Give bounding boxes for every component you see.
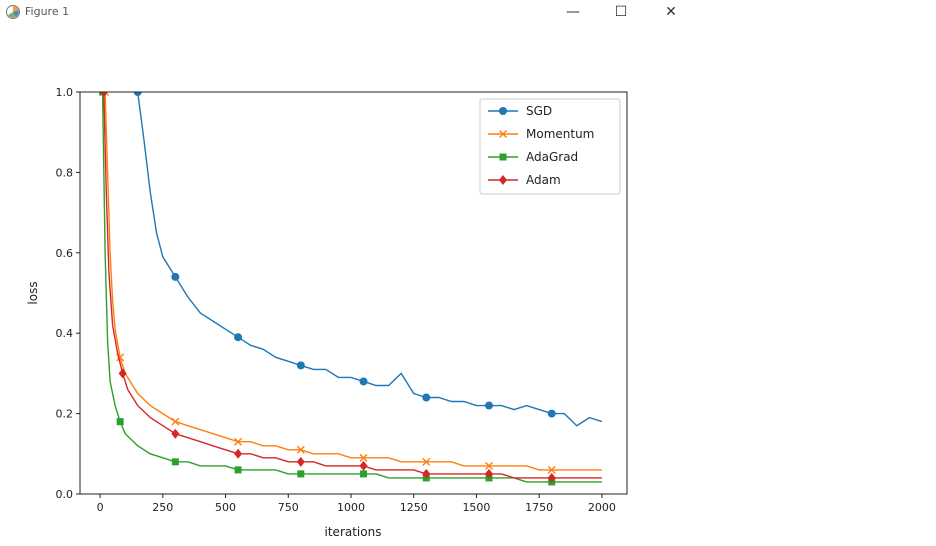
y-tick-label: 0.2 (56, 408, 74, 421)
minimize-button[interactable]: — (550, 0, 596, 24)
data-point-momentum (296, 445, 305, 454)
y-tick-label: 0.6 (56, 247, 74, 260)
close-button[interactable]: ✕ (648, 0, 694, 24)
legend-entry-adam: Adam (488, 173, 561, 187)
x-tick-label: 2000 (588, 501, 616, 514)
data-point-adam (296, 456, 305, 467)
data-point-adagrad (234, 466, 242, 474)
x-tick-label: 500 (215, 501, 236, 514)
plot-frame (79, 91, 628, 495)
series-line-adam (103, 92, 602, 479)
data-point-momentum (485, 461, 493, 470)
x-tick-label: 1750 (525, 501, 553, 514)
data-point-momentum (422, 457, 431, 466)
data-point-adam (171, 428, 180, 439)
legend-marker (499, 175, 507, 185)
data-point-adam (234, 448, 243, 459)
data-point-adam (99, 92, 108, 97)
series-adam (99, 92, 602, 483)
data-point-momentum (234, 437, 243, 446)
data-point-adam (547, 472, 556, 483)
data-point-sgd (359, 377, 368, 386)
x-tick-label: 750 (278, 501, 299, 514)
data-point-adam (484, 468, 493, 479)
data-point-sgd (422, 393, 431, 402)
data-point-adagrad (116, 418, 124, 426)
series-line-adagrad (101, 92, 602, 483)
legend-label: AdaGrad (526, 150, 578, 164)
y-tick-label: 0.4 (56, 327, 74, 340)
data-point-momentum (547, 465, 556, 474)
data-point-adagrad (297, 470, 305, 478)
x-tick-label: 0 (97, 501, 104, 514)
data-point-adam (359, 460, 368, 471)
x-tick-label: 1250 (400, 501, 428, 514)
x-tick-label: 1000 (337, 501, 365, 514)
data-point-sgd (234, 333, 243, 342)
legend-label: Momentum (526, 127, 594, 141)
series-line-momentum (104, 92, 602, 471)
loss-chart: 0 250 500 750 1000 1250 1500 1750 2000 0.0 0.2 0.4… (26, 86, 628, 539)
data-point-adam (422, 468, 431, 479)
data-point-sgd (171, 272, 180, 281)
maximize-button[interactable]: ☐ (598, 0, 644, 24)
x-tick-label: 250 (152, 501, 173, 514)
series-line-sgd (137, 92, 603, 427)
legend-marker (499, 107, 507, 115)
legend-label: SGD (526, 104, 552, 118)
y-tick-label: 0.0 (56, 488, 74, 501)
data-point-adam (118, 368, 127, 379)
y-axis: 0.0 0.2 0.4 0.6 0.8 1.0 (56, 86, 80, 501)
y-axis-label: loss (26, 281, 40, 304)
series-layer (99, 92, 603, 486)
data-point-sgd (133, 92, 142, 96)
figure-canvas: 0 250 500 750 1000 1250 1500 1750 2000 0.0 0.2 0.4… (0, 26, 936, 542)
window-title: Figure 1 (25, 5, 70, 18)
legend-label: Adam (526, 173, 561, 187)
matplotlib-logo-icon (6, 5, 20, 19)
legend-marker (499, 130, 507, 138)
maximize-icon: ☐ (614, 4, 628, 20)
x-axis: 0 250 500 750 1000 1250 1500 1750 2000 (97, 494, 616, 514)
legend-marker (499, 153, 507, 161)
data-point-sgd (547, 409, 556, 418)
window-titlebar: Figure 1 — ☐ ✕ (0, 0, 936, 26)
x-axis-label: iterations (325, 525, 382, 539)
data-point-adagrad (171, 458, 179, 466)
y-tick-label: 0.8 (56, 166, 74, 179)
y-tick-label: 1.0 (56, 86, 74, 99)
data-point-momentum (171, 417, 180, 426)
series-sgd (133, 92, 603, 427)
x-tick-label: 1500 (462, 501, 490, 514)
legend-box (479, 98, 621, 195)
data-point-momentum (359, 453, 368, 462)
data-point-sgd (484, 401, 493, 410)
data-point-sgd (296, 361, 305, 370)
legend-entry-sgd: SGD (488, 104, 552, 118)
legend-entry-adagrad: AdaGrad (488, 150, 578, 164)
close-icon: ✕ (665, 4, 677, 20)
data-point-adagrad (360, 470, 368, 478)
legend: SGD Momentum AdaGrad Adam (479, 98, 621, 195)
legend-entry-momentum: Momentum (488, 127, 594, 141)
minimize-icon: — (566, 4, 580, 20)
